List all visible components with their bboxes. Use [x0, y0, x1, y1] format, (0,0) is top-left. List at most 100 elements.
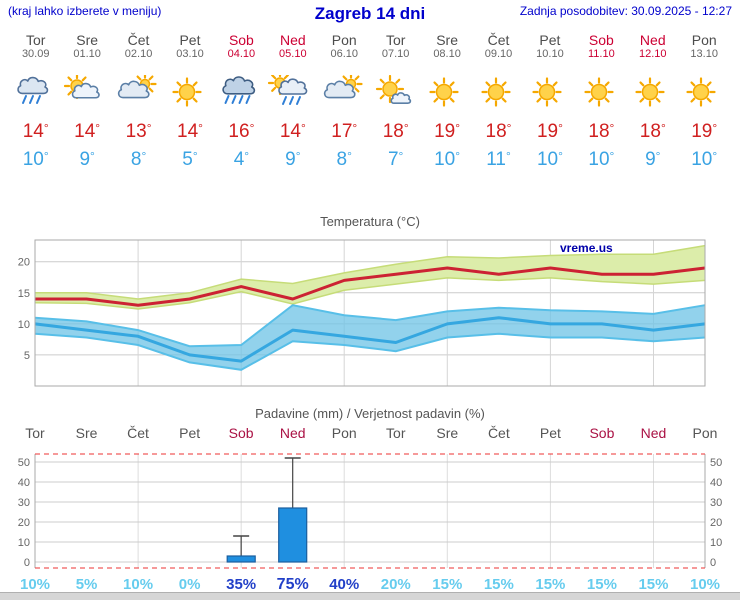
precip-day-label: Sre [436, 425, 459, 441]
high-temp: 19° [536, 121, 563, 142]
precip-probability: 20% [380, 576, 411, 593]
svg-text:30: 30 [18, 497, 30, 509]
day-column-0-tor: Tor 30.09 14° 10° [10, 28, 61, 172]
weather-icon-sunny [164, 75, 215, 109]
day-name: Čet [487, 32, 510, 48]
day-name: Sre [76, 32, 99, 48]
high-temp: 17° [331, 121, 358, 142]
high-temp: 14° [279, 121, 306, 142]
svg-text:5: 5 [24, 350, 30, 362]
day-name: Pon [691, 32, 717, 48]
day-date: 13.10 [690, 48, 718, 60]
high-temp: 19° [691, 121, 718, 142]
temperature-chart: 5 10 15 20 vreme.us [18, 239, 706, 387]
low-temp: 10° [536, 149, 563, 170]
menu-hint: (kraj lahko izberete v meniju) [8, 4, 162, 18]
precip-day-label: Čet [487, 425, 510, 441]
day-column-2-čet: Čet 02.10 13° 8° [113, 28, 164, 172]
precip-probability: 15% [535, 576, 566, 593]
day-date: 02.10 [124, 48, 153, 60]
svg-text:40: 40 [710, 477, 722, 489]
precip-bar [226, 555, 256, 563]
svg-text:20: 20 [18, 517, 30, 529]
weather-icon-sunny [421, 75, 472, 109]
precip-bar [278, 507, 308, 563]
high-temp: 14° [74, 121, 101, 142]
high-temp: 18° [382, 121, 409, 142]
day-name: Tor [25, 32, 46, 48]
high-temp: 14° [177, 121, 203, 142]
day-column-4-sob: Sob 04.10 16° 4° [216, 28, 267, 172]
precip-day-label: Pet [539, 425, 561, 441]
day-date: 09.10 [484, 48, 513, 60]
precip-day-label: Pon [331, 425, 357, 441]
day-column-6-pon: Pon 06.10 17° 8° [319, 28, 370, 172]
svg-text:0: 0 [710, 557, 716, 569]
last-updated: Zadnja posodobitev: 30.09.2025 - 12:27 [519, 4, 732, 18]
svg-text:40: 40 [18, 477, 30, 489]
precip-day-label: Tor [386, 425, 406, 441]
day-column-11-sob: Sob 11.10 18° 10° [576, 28, 627, 172]
precip-probability: 0% [178, 576, 201, 593]
precip-day-label-row: Tor Sre Čet Pet Sob Ned Pon Tor Sre Čet Pet Sob Ned P… [0, 424, 740, 442]
low-temp: 10° [691, 149, 718, 170]
low-temp: 9° [645, 149, 661, 170]
precip-day-label: Ned [640, 425, 667, 441]
high-temp: 18° [485, 121, 512, 142]
day-column-13-pon: Pon 13.10 19° 10° [678, 28, 729, 172]
forecast-day-strip: Tor 30.09 14° 10° Sre 01.10 14° 9° Čet 02.10 13° 8°… [0, 26, 740, 172]
svg-text:15: 15 [18, 288, 30, 300]
weather-icon-rain-heavy [216, 75, 267, 109]
low-temp: 4° [233, 149, 250, 170]
page-title: Zagreb 14 dni [314, 4, 426, 23]
day-date: 07.10 [381, 48, 410, 60]
day-name: Pon [331, 32, 357, 48]
precip-day-label: Sob [228, 425, 254, 441]
day-date: 01.10 [73, 48, 101, 60]
high-temp: 13° [125, 121, 152, 142]
day-date: 03.10 [176, 48, 204, 60]
day-name: Pet [179, 32, 201, 48]
weather-icon-showers [267, 75, 318, 109]
high-temp: 16° [228, 121, 255, 142]
weather-icon-sunny [524, 75, 575, 109]
day-name: Sob [228, 32, 254, 48]
precip-probability: 10% [19, 576, 51, 593]
weather-icon-rain [10, 75, 61, 109]
precip-probability: 75% [276, 576, 309, 593]
low-temp: 10° [434, 149, 461, 170]
day-name: Ned [639, 32, 666, 48]
day-name: Tor [385, 32, 406, 48]
day-column-10-pet: Pet 10.10 19° 10° [524, 28, 575, 172]
weather-icon-mostly-cloudy [319, 75, 370, 109]
day-name: Pet [539, 32, 561, 48]
weather-icon-sunny [473, 75, 524, 109]
day-name: Ned [279, 32, 306, 48]
svg-text:30: 30 [710, 497, 722, 509]
weather-icon-partly-cloudy [61, 75, 112, 109]
high-temp: 18° [588, 121, 615, 142]
precip-day-label: Sob [589, 425, 615, 441]
tmin-line [34, 316, 706, 363]
low-temp: 5° [182, 149, 198, 170]
day-name: Sre [436, 32, 458, 48]
weather-icon-mostly-cloudy [113, 75, 164, 109]
temperature-chart-title: Temperatura (°C) [320, 214, 420, 229]
precip-probability: 15% [638, 576, 669, 593]
svg-text:10: 10 [18, 537, 30, 549]
precipitation-chart-title: Padavine (mm) / Verjetnost padavin (%) [255, 406, 485, 421]
precip-probability: 40% [329, 576, 360, 593]
precip-probability-row: 10% 5% 10% 0% 35% 75% 40% 20% 15% 15% 15% 15% 15% 10% [0, 576, 740, 593]
precip-day-label: Sre [75, 425, 98, 441]
low-temp: 11° [486, 149, 511, 170]
page-header: (kraj lahko izberete v meniju) Zagreb 14… [0, 0, 740, 26]
horizontal-scrollbar[interactable] [0, 592, 740, 600]
day-column-3-pet: Pet 03.10 14° 5° [164, 28, 215, 172]
weather-icon-mostly-sunny [370, 75, 421, 109]
high-temp: 14° [22, 121, 49, 142]
precipitation-chart: 0 0 10 10 20 20 30 30 40 40 50 50 [18, 453, 722, 569]
tmax-line [35, 266, 706, 307]
svg-text:20: 20 [710, 517, 722, 529]
day-column-7-tor: Tor 07.10 18° 7° [370, 28, 421, 172]
